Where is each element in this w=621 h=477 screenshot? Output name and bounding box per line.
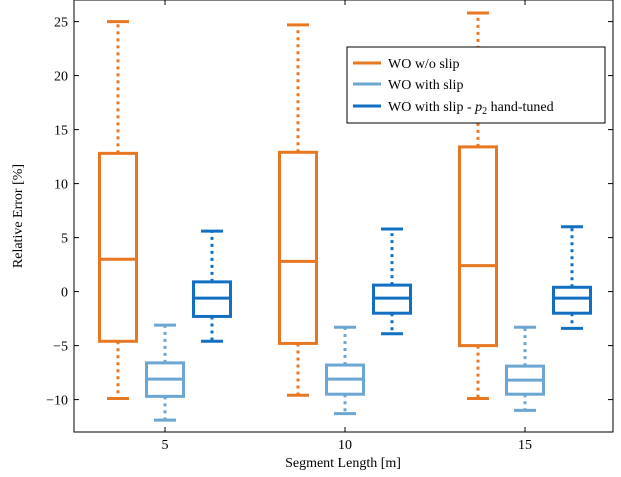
y-tick-label: 0	[61, 286, 68, 301]
y-tick-label: 25	[54, 16, 68, 31]
legend-box	[346, 46, 606, 124]
y-tick-label: 20	[54, 70, 68, 85]
iqr-box	[458, 145, 498, 348]
x-tick-label: 5	[162, 438, 169, 453]
legend-label-wo-without-slip: WO w/o slip	[388, 57, 460, 72]
box-wo-with-slip-p2-hand-tuned-15	[552, 225, 592, 330]
y-tick-label: −10	[46, 394, 68, 409]
x-axis-label: Segment Length [m]	[285, 456, 401, 471]
box-wo-with-slip-15	[505, 325, 545, 412]
box-groups	[98, 11, 592, 422]
iqr-box	[552, 285, 592, 315]
legend-label-wo-with-slip-p2: WO with slip - p2 hand-tuned	[388, 100, 554, 117]
y-tick-labels: 25 20 15 10 5 0 −5 −10	[46, 16, 68, 409]
y-tick-label: 5	[61, 232, 68, 247]
y-tick-label: 15	[54, 124, 68, 139]
box-wo-with-slip-p2-hand-tuned-5	[192, 229, 232, 343]
box-wo-w-o-slip-10	[278, 23, 318, 397]
x-tick-label: 15	[518, 438, 532, 453]
axis-ticks	[74, 0, 613, 432]
legend: WO w/o slip WO with slip WO with slip - …	[346, 46, 606, 124]
box-wo-with-slip-10	[325, 325, 365, 416]
box-wo-with-slip-5	[145, 323, 185, 422]
x-tick-labels: 5 10 15	[162, 438, 533, 453]
y-tick-label: 10	[54, 178, 68, 193]
box-wo-with-slip-p2-hand-tuned-10	[372, 227, 412, 336]
y-tick-label: −5	[53, 340, 68, 355]
plot-frame	[73, 0, 614, 433]
iqr-box	[98, 151, 138, 343]
y-axis-label: Relative Error [%]	[11, 164, 26, 268]
box-wo-w-o-slip-5	[98, 20, 138, 401]
iqr-box	[278, 150, 318, 345]
legend-label-wo-with-slip: WO with slip	[388, 78, 463, 93]
x-tick-label: 10	[338, 438, 352, 453]
box-wo-w-o-slip-15	[458, 11, 498, 401]
